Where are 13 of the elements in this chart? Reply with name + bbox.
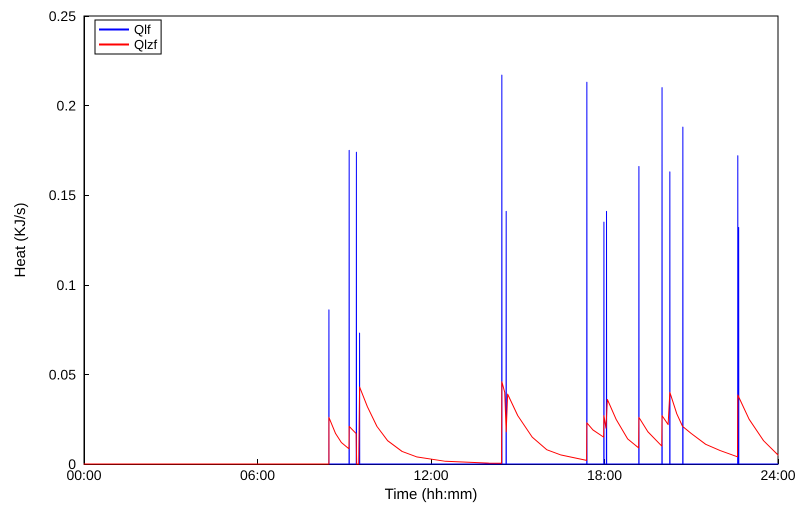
x-tick-label: 24:00 <box>760 467 796 483</box>
legend-label: Qlzf <box>134 37 158 52</box>
x-axis-title: Time (hh:mm) <box>384 486 478 503</box>
y-tick-label: 0.15 <box>48 187 76 204</box>
legend-label: Qlf <box>134 22 151 37</box>
x-tick-label: 18:00 <box>586 467 622 483</box>
y-tick-label: 0.25 <box>48 8 76 24</box>
x-tick-label: 12:00 <box>413 467 449 483</box>
y-tick-label: 0.05 <box>48 366 76 382</box>
y-tick-label: 0.1 <box>56 276 76 293</box>
y-axis-title: Heat (KJ/s) <box>12 202 29 278</box>
x-tick-label: 06:00 <box>240 467 276 483</box>
y-tick-label: 0.2 <box>56 98 76 114</box>
